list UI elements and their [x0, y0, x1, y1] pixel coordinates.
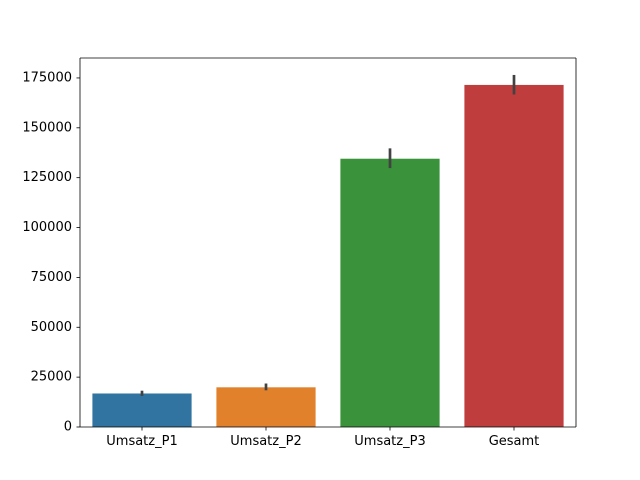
x-tick-label: Gesamt — [489, 434, 540, 449]
y-tick-label: 100000 — [22, 220, 72, 235]
bar-umsatz-p1 — [92, 393, 192, 427]
x-tick-label: Umsatz_P2 — [230, 434, 301, 449]
y-tick-label: 150000 — [22, 120, 72, 135]
y-tick-label: 0 — [64, 420, 72, 435]
x-tick-label: Umsatz_P3 — [354, 434, 425, 449]
y-tick-label: 25000 — [31, 370, 72, 385]
plot-area: 0 25000 50000 75000 100000 125000 150000 175000… — [22, 57, 577, 449]
bar-umsatz-p2 — [216, 387, 316, 427]
y-tick-label: 125000 — [22, 170, 72, 185]
bar-gesamt — [464, 84, 564, 427]
bar-umsatz-p3 — [340, 158, 440, 427]
y-tick-label: 75000 — [31, 270, 72, 285]
y-tick-label: 175000 — [22, 70, 72, 85]
x-tick-label: Umsatz_P1 — [106, 434, 177, 449]
y-tick-label: 50000 — [31, 320, 72, 335]
